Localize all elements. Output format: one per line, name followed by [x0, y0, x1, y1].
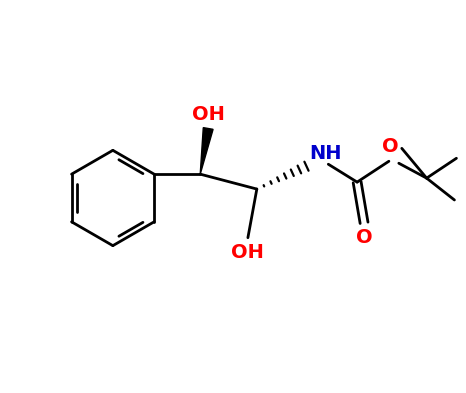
Text: O: O [356, 228, 372, 247]
Text: OH: OH [192, 105, 225, 123]
Polygon shape [200, 128, 213, 174]
Text: OH: OH [232, 242, 264, 262]
Text: O: O [382, 137, 398, 156]
Text: NH: NH [309, 144, 342, 163]
